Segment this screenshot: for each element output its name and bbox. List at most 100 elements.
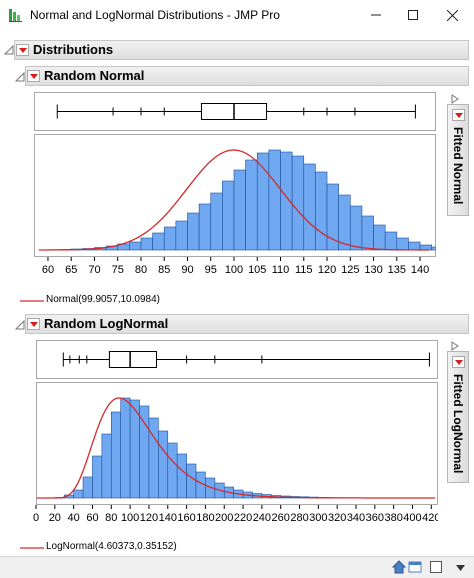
x-axis-tick-label: 260 — [272, 512, 290, 524]
x-axis-tick-label: 40 — [68, 512, 80, 524]
histogram-bar — [167, 442, 178, 499]
home-icon[interactable] — [392, 560, 406, 574]
random-normal-outline-header — [25, 66, 469, 86]
x-axis-tick-label: 20 — [49, 512, 61, 524]
expand-triangle-icon[interactable] — [451, 341, 459, 351]
legend-line-icon — [20, 300, 44, 302]
layout-box-icon[interactable] — [430, 561, 442, 573]
maximize-icon — [408, 10, 418, 20]
distributions-menu-button[interactable] — [16, 44, 29, 56]
histogram-bar — [176, 453, 187, 499]
x-axis-tick-label: 110 — [272, 264, 290, 276]
window-list-icon[interactable] — [408, 560, 422, 574]
x-axis-tick-label: 100 — [225, 264, 243, 276]
x-axis-tick-label: 200 — [215, 512, 233, 524]
fitted-normal-menu-button[interactable] — [452, 109, 465, 121]
fitted-normal-tab[interactable]: Fitted Normal — [447, 104, 469, 216]
legend-line-icon — [20, 547, 44, 549]
random-normal-menu-button[interactable] — [27, 70, 40, 82]
fitted-normal-tab-label: Fitted Normal — [451, 127, 465, 205]
histogram-bar — [396, 237, 409, 251]
histogram-bar — [408, 241, 421, 251]
close-button[interactable] — [434, 0, 470, 30]
x-axis-tick-label: 100 — [121, 512, 139, 524]
histogram-bar — [419, 244, 432, 251]
random-lognormal-chart: 0 20 40 60 80 100 120 140 160 180 200 220 240 260 280 3… — [33, 340, 438, 524]
x-axis-tick-label: 320 — [328, 512, 346, 524]
x-axis-tick-label: 140 — [159, 512, 177, 524]
histogram-bar — [291, 155, 305, 251]
x-axis-tick-label: 180 — [196, 512, 214, 524]
x-axis-tick-label: 90 — [181, 264, 193, 276]
expand-triangle-icon[interactable] — [451, 94, 459, 104]
x-axis-tick-label: 120 — [140, 512, 158, 524]
jmp-app-icon — [9, 9, 22, 22]
chevron-down-icon[interactable] — [456, 565, 465, 571]
x-axis-tick-label: 80 — [135, 264, 147, 276]
report-title: Distributions — [33, 42, 114, 57]
close-icon — [446, 9, 458, 21]
histogram-bar — [268, 149, 281, 251]
x-axis-tick-label: 160 — [177, 512, 195, 524]
histogram-bar — [233, 169, 246, 251]
fitted-lognormal-menu-button[interactable] — [452, 356, 465, 368]
histogram-bar — [210, 192, 223, 251]
histogram-bar — [110, 411, 122, 499]
histogram-bar — [326, 183, 339, 251]
fitted-density-curve — [36, 397, 436, 499]
histogram-bar — [140, 237, 153, 251]
histogram-bar — [187, 212, 200, 251]
histogram-bar — [431, 246, 436, 251]
x-axis-tick-label: 135 — [388, 264, 406, 276]
x-axis-tick-label: 0 — [33, 512, 39, 524]
disclosure-triangle-icon[interactable] — [14, 319, 26, 331]
x-axis-tick-label: 120 — [318, 264, 336, 276]
fitted-lognormal-tab[interactable]: Fitted LogNormal — [447, 351, 469, 483]
x-axis-tick-label: 65 — [65, 264, 77, 276]
x-axis-tick-label: 220 — [234, 512, 252, 524]
x-axis-tick-label: 280 — [290, 512, 308, 524]
distributions-outline-header — [14, 40, 469, 60]
x-axis-tick-label: 380 — [384, 512, 402, 524]
histogram-bar — [361, 215, 374, 251]
histogram-bar — [373, 224, 386, 251]
histogram-bar — [186, 463, 197, 499]
disclosure-triangle-icon[interactable] — [3, 44, 15, 56]
histogram-bar — [120, 397, 131, 499]
histogram-bar — [338, 194, 351, 251]
histogram-bar — [148, 417, 159, 499]
x-axis-tick-label: 240 — [253, 512, 271, 524]
fitted-lognormal-tab-label: Fitted LogNormal — [451, 374, 465, 474]
histogram-bar — [198, 203, 212, 251]
maximize-button[interactable] — [395, 0, 431, 30]
histogram-bar — [129, 241, 142, 251]
histogram-bar — [245, 159, 258, 251]
histogram-bar — [349, 205, 363, 251]
histogram-bar — [175, 220, 188, 251]
histogram-bar — [73, 489, 84, 499]
x-axis-tick-label: 85 — [158, 264, 170, 276]
random-lognormal-outline-header — [25, 314, 469, 334]
window-title: Normal and LogNormal Distributions - JMP… — [30, 8, 280, 22]
histogram-bar — [163, 226, 177, 251]
x-axis-tick-label: 125 — [341, 264, 359, 276]
box-iqr — [108, 351, 157, 368]
random-lognormal-menu-button[interactable] — [27, 318, 40, 330]
x-axis-tick-label: 80 — [105, 512, 117, 524]
minimize-button[interactable] — [358, 0, 394, 30]
x-axis-tick-label: 115 — [295, 264, 313, 276]
x-axis-tick-label: 60 — [42, 264, 54, 276]
histogram-bar — [139, 405, 150, 499]
fit-legend-lognormal: LogNormal(4.60373,0.35152) — [46, 541, 177, 552]
x-axis-tick-label: 95 — [205, 264, 217, 276]
histogram-bar — [152, 232, 165, 251]
fitted-density-curve — [38, 149, 430, 251]
x-axis-tick-label: 420 — [422, 512, 438, 524]
x-axis-tick-label: 130 — [364, 264, 382, 276]
status-bar — [0, 556, 474, 578]
disclosure-triangle-icon[interactable] — [14, 71, 26, 83]
histogram-bar — [92, 455, 103, 499]
x-axis-tick-label: 400 — [403, 512, 421, 524]
x-axis-tick-label: 60 — [86, 512, 98, 524]
histogram-bar — [82, 476, 93, 499]
